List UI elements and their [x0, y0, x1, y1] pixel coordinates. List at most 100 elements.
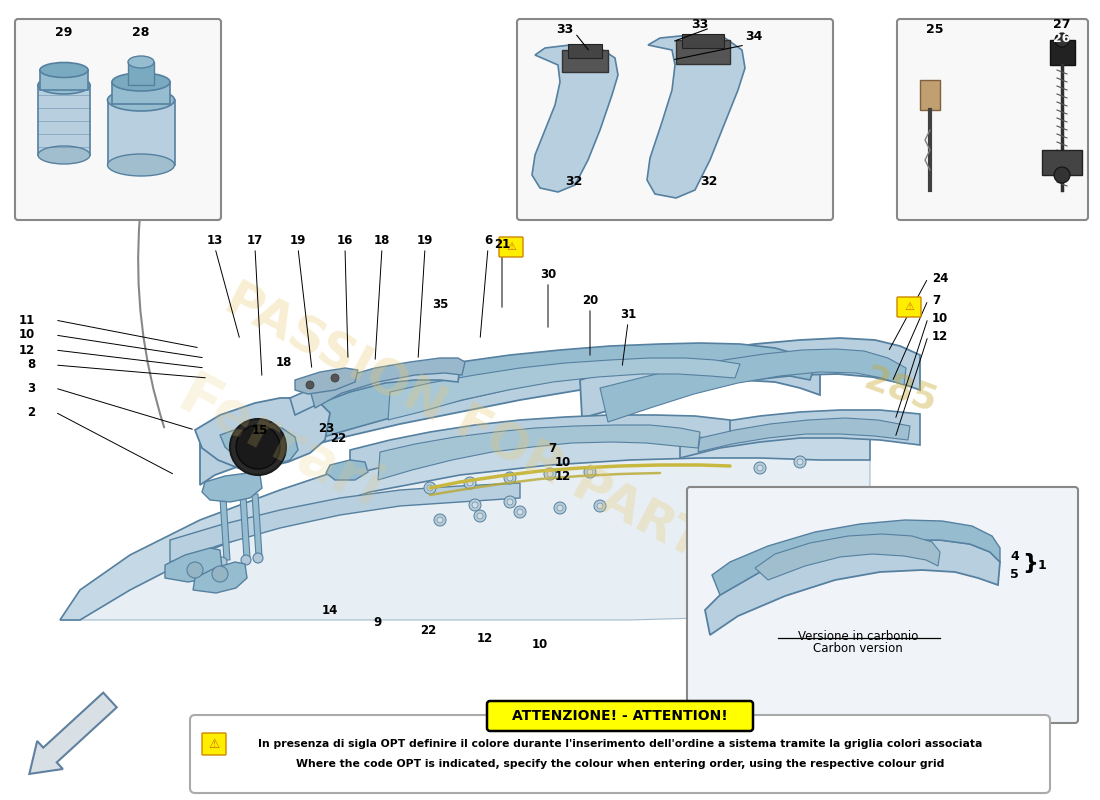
Circle shape — [1054, 167, 1070, 183]
Circle shape — [557, 505, 563, 511]
FancyBboxPatch shape — [499, 237, 522, 257]
Circle shape — [547, 471, 553, 477]
Polygon shape — [220, 498, 230, 560]
Text: 14: 14 — [322, 603, 338, 617]
Circle shape — [594, 500, 606, 512]
Text: 8: 8 — [26, 358, 35, 371]
Text: 18: 18 — [276, 355, 292, 369]
Polygon shape — [60, 428, 870, 620]
Circle shape — [794, 456, 806, 468]
Text: 10: 10 — [932, 311, 948, 325]
Text: }: } — [1022, 553, 1038, 573]
Circle shape — [424, 482, 436, 494]
Polygon shape — [1050, 40, 1075, 65]
Circle shape — [236, 425, 280, 469]
Text: 20: 20 — [582, 294, 598, 306]
Text: 2: 2 — [26, 406, 35, 418]
Circle shape — [544, 468, 556, 480]
Text: 25: 25 — [926, 23, 944, 36]
FancyBboxPatch shape — [487, 701, 754, 731]
Text: 24: 24 — [932, 271, 948, 285]
Polygon shape — [1042, 150, 1082, 175]
Circle shape — [504, 496, 516, 508]
Circle shape — [514, 506, 526, 518]
Text: ⚠: ⚠ — [208, 738, 220, 750]
FancyBboxPatch shape — [896, 19, 1088, 220]
Text: 19: 19 — [289, 234, 306, 246]
Text: 10: 10 — [556, 455, 571, 469]
Circle shape — [477, 513, 483, 519]
Text: 12: 12 — [932, 330, 948, 342]
Circle shape — [469, 499, 481, 511]
FancyBboxPatch shape — [15, 19, 221, 220]
Polygon shape — [295, 368, 358, 394]
Text: Where the code OPT is indicated, specify the colour when entering order, using t: Where the code OPT is indicated, specify… — [296, 759, 944, 769]
Text: 12: 12 — [556, 470, 571, 482]
Polygon shape — [580, 338, 920, 418]
Polygon shape — [39, 85, 90, 155]
Circle shape — [468, 480, 473, 486]
Polygon shape — [320, 343, 815, 438]
FancyBboxPatch shape — [202, 733, 226, 755]
Polygon shape — [676, 40, 730, 64]
Text: 33: 33 — [692, 18, 708, 31]
Ellipse shape — [40, 62, 88, 78]
Circle shape — [464, 477, 476, 489]
Text: 30: 30 — [540, 269, 557, 282]
FancyBboxPatch shape — [688, 487, 1078, 723]
Circle shape — [1055, 33, 1069, 47]
Polygon shape — [755, 534, 940, 580]
Polygon shape — [712, 520, 1000, 595]
Circle shape — [517, 509, 522, 515]
Polygon shape — [108, 100, 175, 165]
Text: ⚠: ⚠ — [506, 242, 516, 252]
Circle shape — [230, 419, 286, 475]
Polygon shape — [195, 398, 330, 468]
Polygon shape — [202, 473, 262, 502]
Circle shape — [584, 466, 596, 478]
Polygon shape — [698, 418, 910, 452]
Text: In presenza di sigla OPT definire il colore durante l'inserimento dell'ordine a : In presenza di sigla OPT definire il col… — [257, 739, 982, 749]
Text: 13: 13 — [207, 234, 223, 246]
Circle shape — [437, 517, 443, 523]
Text: 12: 12 — [19, 343, 35, 357]
Ellipse shape — [128, 56, 154, 68]
Text: 1: 1 — [1038, 559, 1047, 572]
Polygon shape — [568, 44, 602, 58]
Text: 3: 3 — [26, 382, 35, 394]
Polygon shape — [40, 70, 88, 90]
Polygon shape — [350, 415, 730, 475]
Circle shape — [597, 503, 603, 509]
Circle shape — [253, 553, 263, 563]
FancyBboxPatch shape — [517, 19, 833, 220]
Ellipse shape — [39, 146, 90, 164]
Text: 4: 4 — [1010, 550, 1019, 563]
Text: 21: 21 — [494, 238, 510, 251]
Circle shape — [587, 469, 593, 475]
Text: 5: 5 — [1010, 568, 1019, 581]
Circle shape — [504, 472, 516, 484]
Polygon shape — [165, 548, 222, 582]
Circle shape — [306, 381, 313, 389]
Text: 10: 10 — [19, 329, 35, 342]
Text: 27: 27 — [1054, 18, 1070, 31]
Circle shape — [217, 557, 227, 567]
Circle shape — [757, 465, 763, 471]
Ellipse shape — [39, 76, 90, 94]
Circle shape — [187, 562, 204, 578]
Circle shape — [754, 462, 766, 474]
Polygon shape — [680, 410, 920, 458]
Text: 12: 12 — [477, 631, 493, 645]
Polygon shape — [378, 425, 700, 480]
Text: 11: 11 — [19, 314, 35, 326]
Polygon shape — [532, 45, 618, 192]
Text: PASSION FOR PARTS: PASSION FOR PARTS — [217, 275, 744, 585]
Polygon shape — [112, 82, 170, 104]
Circle shape — [434, 514, 446, 526]
Text: Ferrari: Ferrari — [168, 367, 392, 522]
Text: 19: 19 — [417, 234, 433, 246]
Ellipse shape — [112, 73, 170, 91]
Polygon shape — [920, 80, 940, 110]
Text: 34: 34 — [745, 30, 762, 43]
Text: 9: 9 — [374, 615, 382, 629]
